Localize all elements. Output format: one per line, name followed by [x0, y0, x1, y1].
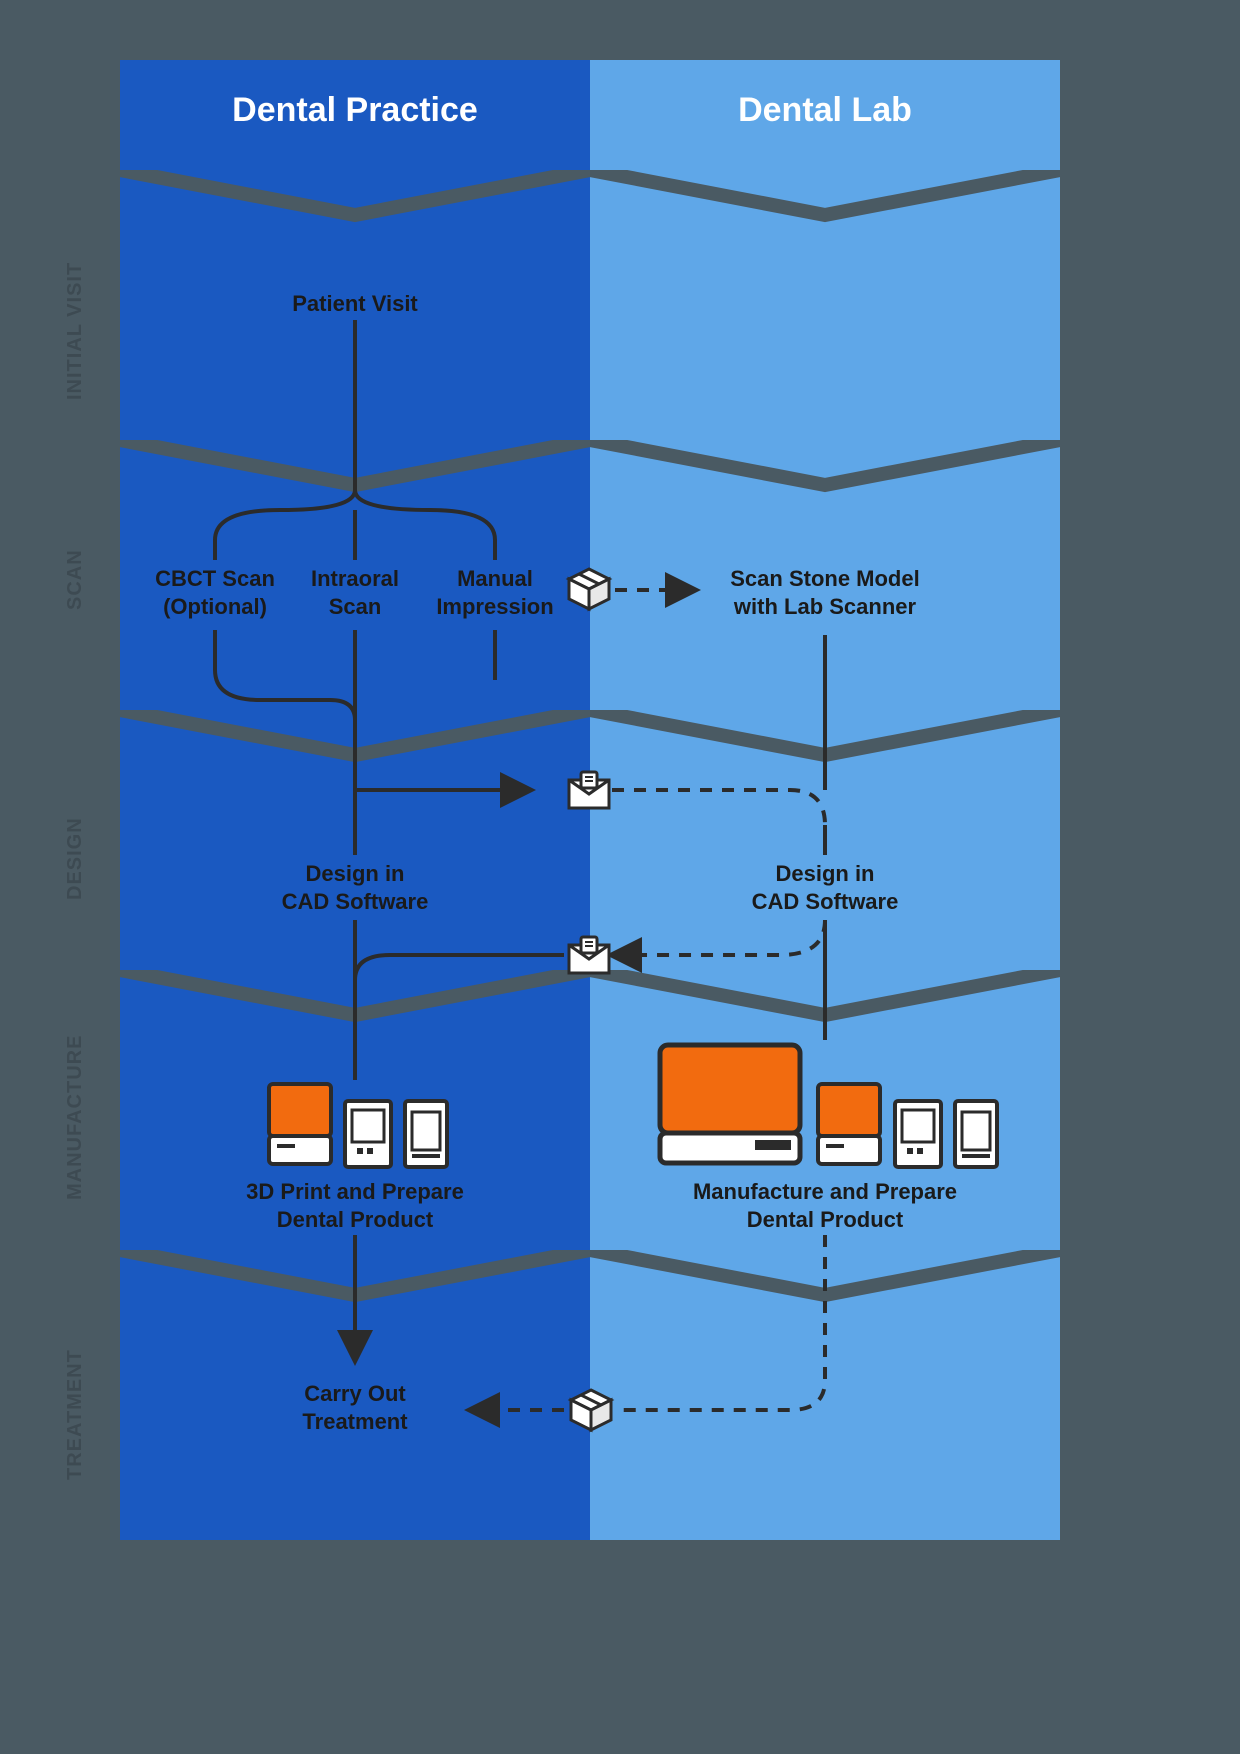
- mill-machine-icon: [655, 1040, 805, 1175]
- washer-icon: [952, 1098, 1000, 1175]
- printer-3d-icon: [814, 1080, 884, 1175]
- node-design-right: Design in CAD Software: [705, 860, 945, 915]
- shipping-box-icon: [565, 565, 613, 618]
- washer-icon: [402, 1098, 450, 1175]
- printer-3d-icon: [265, 1080, 335, 1175]
- node-mfg-right: Manufacture and Prepare Dental Product: [660, 1178, 990, 1233]
- row-label-initial: INITIAL VISIT: [64, 262, 87, 400]
- node-scan-stone: Scan Stone Model with Lab Scanner: [695, 565, 955, 620]
- row-label-treatment: TREATMENT: [64, 1349, 87, 1480]
- node-intraoral: Intraoral Scan: [290, 565, 420, 620]
- node-treatment: Carry Out Treatment: [255, 1380, 455, 1435]
- shipping-box-icon: [567, 1386, 615, 1439]
- node-cbct: CBCT Scan (Optional): [140, 565, 290, 620]
- column-header-right: Dental Lab: [590, 60, 1060, 170]
- row-label-scan: SCAN: [64, 549, 87, 610]
- node-design-left: Design in CAD Software: [235, 860, 475, 915]
- column-dental-practice: Dental Practice: [120, 60, 590, 1540]
- column-header-left: Dental Practice: [120, 60, 590, 170]
- workflow-diagram: Dental Practice Dental Lab: [120, 60, 1060, 1540]
- column-dental-lab: Dental Lab: [590, 60, 1060, 1540]
- node-patient-visit: Patient Visit: [255, 290, 455, 318]
- envelope-icon: [566, 933, 612, 982]
- node-mfg-left: 3D Print and Prepare Dental Product: [205, 1178, 505, 1233]
- row-label-manufacture: MANUFACTURE: [64, 1035, 87, 1200]
- row-label-design: DESIGN: [64, 817, 87, 900]
- node-manual-impression: Manual Impression: [420, 565, 570, 620]
- oven-icon: [892, 1098, 944, 1175]
- envelope-icon: [566, 768, 612, 817]
- oven-icon: [342, 1098, 394, 1175]
